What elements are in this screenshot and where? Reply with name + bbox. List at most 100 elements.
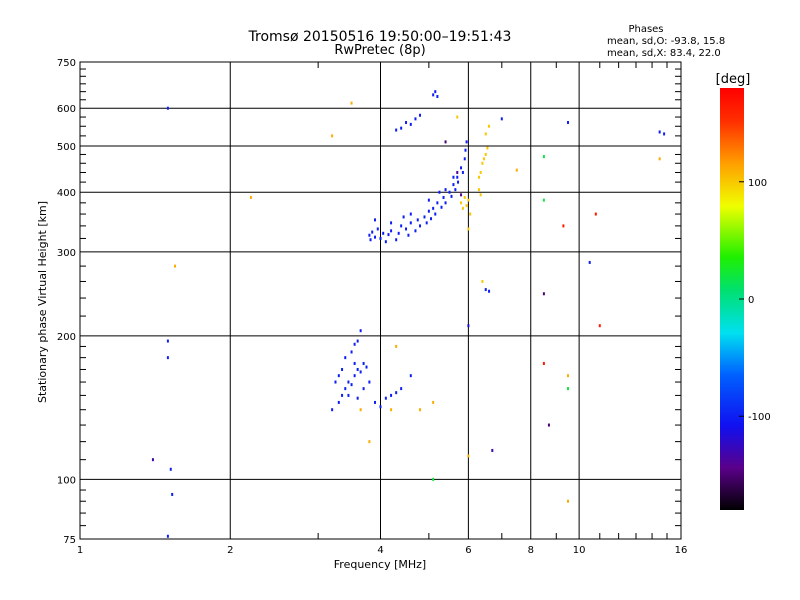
data-point bbox=[371, 230, 374, 234]
data-point bbox=[457, 180, 460, 184]
data-point bbox=[483, 157, 486, 161]
y-tick-label: 300 bbox=[57, 248, 76, 259]
data-point bbox=[442, 195, 445, 199]
y-axis-label: Stationary phase Virtual Height [km] bbox=[36, 201, 49, 403]
data-point bbox=[444, 201, 447, 205]
data-point bbox=[456, 170, 459, 174]
data-point bbox=[409, 122, 412, 126]
data-point bbox=[491, 448, 494, 452]
colorbar-tick-label: 100 bbox=[748, 178, 767, 189]
data-point bbox=[460, 201, 463, 205]
data-point bbox=[379, 236, 382, 240]
data-point bbox=[567, 374, 570, 378]
data-point bbox=[419, 224, 422, 228]
data-point bbox=[467, 454, 470, 458]
data-point bbox=[362, 361, 365, 365]
y-tick-label: 750 bbox=[57, 58, 76, 69]
data-point bbox=[409, 212, 412, 216]
data-point bbox=[341, 393, 344, 397]
data-point bbox=[400, 387, 403, 391]
data-point bbox=[249, 195, 252, 199]
data-points-layer bbox=[151, 90, 666, 538]
data-point bbox=[481, 279, 484, 283]
y-tick-label: 100 bbox=[57, 475, 76, 486]
data-point bbox=[542, 155, 545, 159]
data-point bbox=[379, 405, 382, 409]
data-point bbox=[432, 93, 435, 97]
data-point bbox=[477, 188, 480, 192]
data-point bbox=[440, 205, 443, 209]
chart-subtitle: RwPretec (8p) bbox=[334, 43, 425, 58]
data-point bbox=[486, 146, 489, 150]
data-point bbox=[365, 365, 368, 369]
data-point bbox=[171, 492, 174, 496]
data-point bbox=[488, 124, 491, 128]
data-point bbox=[432, 477, 435, 481]
x-tick-label: 8 bbox=[528, 545, 534, 556]
data-point bbox=[368, 440, 371, 444]
data-point bbox=[452, 175, 455, 179]
data-point bbox=[173, 264, 176, 268]
data-point bbox=[344, 356, 347, 360]
data-point bbox=[484, 288, 487, 292]
data-point bbox=[169, 467, 172, 471]
data-point bbox=[663, 132, 666, 136]
data-point bbox=[463, 157, 466, 161]
y-tick-label: 500 bbox=[57, 142, 76, 153]
data-point bbox=[384, 396, 387, 400]
legend-title: Phases bbox=[628, 24, 663, 35]
data-point bbox=[477, 175, 480, 179]
data-point bbox=[460, 166, 463, 170]
data-point bbox=[350, 101, 353, 105]
data-point bbox=[461, 170, 464, 174]
data-point bbox=[469, 212, 472, 216]
data-point bbox=[448, 190, 451, 194]
data-point bbox=[419, 408, 422, 412]
data-point bbox=[374, 218, 377, 222]
data-point bbox=[456, 175, 459, 179]
y-tick-label: 200 bbox=[57, 332, 76, 343]
data-point bbox=[484, 132, 487, 136]
data-point bbox=[390, 408, 393, 412]
data-point bbox=[362, 387, 365, 391]
data-point bbox=[395, 391, 398, 395]
data-point bbox=[166, 339, 169, 343]
data-point bbox=[467, 227, 470, 231]
x-tick-label: 10 bbox=[573, 545, 586, 556]
data-point bbox=[467, 198, 470, 202]
data-point bbox=[500, 117, 503, 121]
data-point bbox=[409, 221, 412, 225]
data-point bbox=[450, 194, 453, 198]
data-point bbox=[331, 408, 334, 412]
data-point bbox=[395, 238, 398, 242]
data-point bbox=[368, 380, 371, 384]
data-point bbox=[542, 292, 545, 296]
data-point bbox=[350, 350, 353, 354]
colorbar-label: [deg] bbox=[716, 72, 751, 87]
data-point bbox=[427, 198, 430, 202]
data-point bbox=[347, 393, 350, 397]
data-point bbox=[427, 209, 430, 213]
data-point bbox=[430, 217, 433, 221]
data-point bbox=[395, 344, 398, 348]
data-point bbox=[374, 235, 377, 239]
data-point bbox=[515, 168, 518, 172]
data-point bbox=[567, 387, 570, 391]
data-point bbox=[166, 106, 169, 110]
data-point bbox=[337, 374, 340, 378]
x-axis-label: Frequency [MHz] bbox=[334, 558, 426, 571]
data-point bbox=[484, 152, 487, 156]
data-point bbox=[350, 383, 353, 387]
data-point bbox=[353, 361, 356, 365]
data-point bbox=[390, 229, 393, 233]
data-point bbox=[598, 324, 601, 328]
data-point bbox=[461, 206, 464, 210]
data-point bbox=[465, 140, 468, 144]
data-point bbox=[359, 329, 362, 333]
data-point bbox=[547, 423, 550, 427]
data-point bbox=[542, 198, 545, 202]
data-point bbox=[479, 193, 482, 197]
x-tick-label: 4 bbox=[377, 545, 383, 556]
data-point bbox=[542, 361, 545, 365]
